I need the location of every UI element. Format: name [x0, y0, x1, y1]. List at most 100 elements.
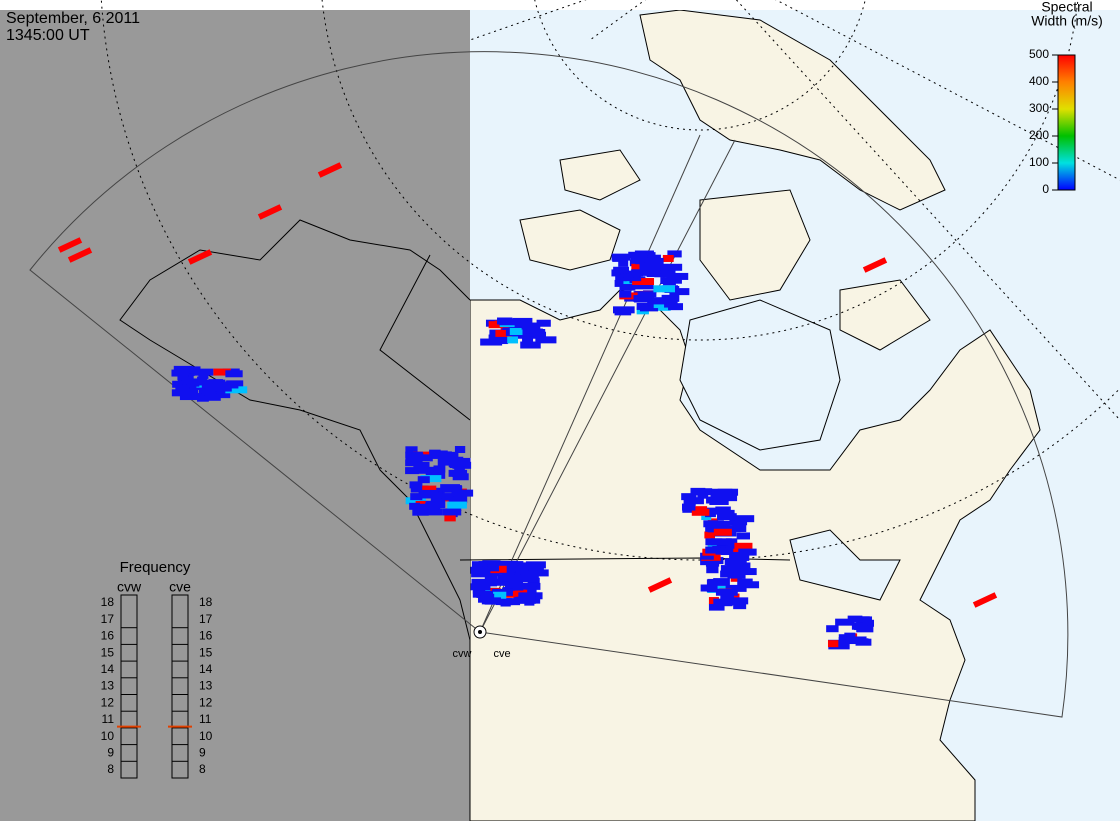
radar-name: cve	[169, 579, 191, 595]
scatter-cell	[835, 618, 855, 626]
scatter-cell	[187, 249, 213, 265]
scatter-cell	[183, 388, 199, 396]
scatter-cell	[213, 368, 231, 376]
frequency-tick-label: 9	[107, 745, 114, 759]
frequency-tick-label: 17	[199, 612, 213, 626]
scatter-cell	[481, 597, 501, 605]
scatter-cell	[647, 297, 666, 305]
scatter-cell	[662, 254, 674, 262]
scatter-cell	[715, 547, 733, 555]
colorbar-tick-label: 500	[1029, 47, 1049, 61]
scatter-cell	[451, 489, 474, 497]
scatter-cell	[619, 290, 632, 298]
scatter-cell	[653, 285, 676, 293]
scatter-cell	[405, 446, 418, 454]
colorbar-title: Spectral	[1041, 0, 1092, 15]
date: September, 6 2011	[6, 10, 140, 27]
scatter-cell	[700, 552, 714, 560]
scatter-cell	[471, 570, 492, 578]
scatter-cell	[614, 308, 632, 316]
scatter-cell	[536, 319, 551, 327]
scatter-cell	[470, 583, 491, 591]
scatter-cell	[691, 508, 710, 516]
scatter-cell	[618, 259, 629, 267]
scatter-cell	[681, 493, 697, 501]
scatter-cell	[738, 548, 757, 556]
scatter-cell	[522, 336, 534, 344]
scatter-cell	[442, 508, 462, 516]
scatter-cell	[512, 583, 524, 591]
scatter-cell	[643, 304, 655, 312]
scatter-cell	[725, 584, 747, 592]
scatter-cell	[733, 542, 753, 550]
margin	[0, 0, 1120, 10]
radar-label: cvw	[453, 648, 472, 660]
scatter-cell	[668, 303, 684, 311]
frequency-tick-label: 14	[199, 662, 213, 676]
scatter-cell	[441, 493, 454, 501]
frequency-tick-label: 15	[101, 645, 115, 659]
frequency-tick-label: 12	[101, 695, 115, 709]
frequency-tick-label: 10	[101, 729, 115, 743]
scatter-cell	[493, 591, 507, 599]
radar-name: cvw	[117, 579, 142, 595]
scatter-cell	[737, 578, 753, 586]
scatter-cell	[198, 388, 214, 396]
scatter-cell	[515, 565, 529, 573]
scatter-cell	[846, 636, 867, 644]
hudson-bay	[679, 299, 841, 451]
scatter-cell	[653, 301, 665, 309]
scatter-cell	[862, 257, 888, 273]
scatter-cell	[518, 592, 536, 600]
scatter-cell	[734, 515, 755, 523]
scatter-cell	[454, 445, 466, 453]
scatter-cell	[257, 204, 283, 220]
scatter-cell	[633, 291, 653, 299]
scatter-cell	[420, 506, 439, 514]
scatter-cell	[710, 538, 732, 546]
scatter-cell	[502, 574, 523, 582]
coastline-night	[119, 219, 471, 821]
scatter-cell	[713, 598, 728, 606]
scatter-cell	[715, 588, 738, 596]
scatter-cell	[737, 568, 757, 576]
scatter-cell	[425, 502, 441, 510]
scatter-cell	[720, 594, 735, 602]
scatter-cell	[420, 475, 442, 483]
scatter-cell	[225, 386, 248, 394]
radar-site	[478, 630, 482, 634]
scatter-cell	[444, 514, 456, 522]
colorbar-tick-label: 300	[1029, 101, 1049, 115]
scatter-cell	[632, 278, 655, 286]
scatter-cell	[476, 579, 498, 587]
scatter-cell	[417, 476, 430, 484]
scatter-cell	[175, 384, 190, 392]
scatter-cell	[413, 464, 430, 472]
scatter-cell	[706, 585, 718, 593]
fan	[29, 51, 1069, 718]
scatter-cell	[972, 592, 998, 608]
scatter-cell	[647, 577, 673, 593]
scatter-cell	[519, 575, 539, 583]
scatter-cell	[633, 295, 653, 303]
scatter-cell	[706, 579, 718, 587]
scatter-cell	[452, 469, 468, 477]
colorbar-ticks: 0 100 200 300 400 500	[1029, 47, 1058, 196]
scatter-cell	[409, 481, 423, 489]
scatter-cell	[317, 162, 343, 178]
frequency-tick-label: 18	[101, 595, 115, 609]
scatter-cell	[495, 329, 512, 337]
scatter-cell	[706, 507, 728, 515]
frequency-tick-label: 8	[199, 762, 206, 776]
scatter-cell	[690, 487, 706, 495]
scatter-cell	[720, 565, 741, 573]
scatter-cell	[405, 459, 423, 467]
scatter-cell	[713, 528, 732, 536]
frequency-tick-label: 8	[107, 762, 114, 776]
night-shade	[0, 10, 470, 821]
scatter-cell	[662, 263, 683, 271]
scatter-cell	[639, 263, 658, 271]
scatter-cell	[414, 503, 428, 511]
scatter-cell	[733, 602, 747, 610]
